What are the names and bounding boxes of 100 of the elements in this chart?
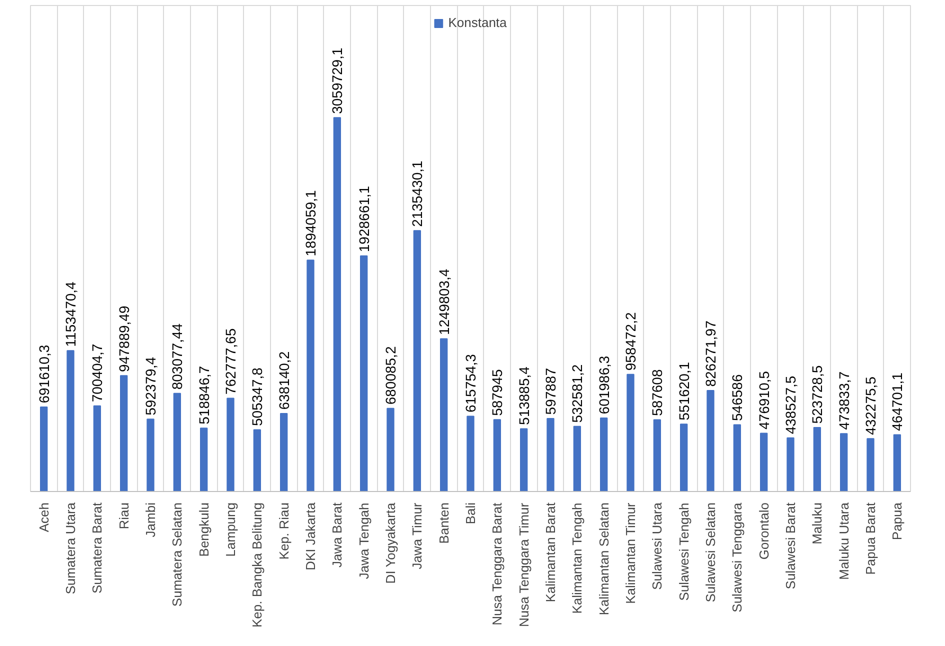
bar [680, 424, 688, 492]
data-label: 638140,2 [276, 351, 292, 410]
bar [440, 338, 448, 492]
data-label: 1153470,4 [62, 281, 78, 347]
x-tick-label: Maluku [810, 502, 825, 544]
bar [493, 419, 501, 492]
x-tick-label: Kalimantan Selatan [596, 502, 612, 616]
data-label: 615754,3 [462, 354, 478, 413]
data-label: 691610,3 [36, 344, 52, 404]
data-label: 3059729,1 [329, 48, 346, 114]
x-tick-label: Bengkulu [196, 502, 212, 557]
bar [466, 416, 474, 492]
bar [306, 260, 314, 492]
data-label: 546586 [729, 374, 746, 421]
x-tick-label: Papua Barat [863, 502, 878, 575]
data-label: 518846,7 [196, 366, 212, 424]
data-label: 1894059,1 [302, 190, 318, 256]
data-label: 476910,5 [756, 370, 772, 430]
bar [226, 398, 234, 492]
data-label: 1249803,4 [436, 268, 452, 336]
data-label: 597887 [542, 368, 558, 415]
data-label: 826271,97 [702, 320, 718, 387]
data-label: 513885,4 [516, 366, 532, 425]
data-label: 680085,2 [382, 346, 398, 405]
x-tick-label: Sulawesi Tenggara [730, 502, 745, 612]
x-tick-label: Sumatera Selatan [170, 502, 185, 607]
data-label: 532581,2 [569, 364, 586, 423]
bar [520, 428, 528, 492]
x-tick-label: Sumatera Barat [90, 502, 105, 594]
bar [200, 428, 208, 492]
x-tick-label: Sumatera Utara [63, 502, 78, 594]
bar [866, 438, 874, 492]
bar [573, 426, 581, 492]
bar [93, 405, 101, 492]
x-tick-label: Maluku Utara [836, 502, 852, 580]
x-tick-label: Lampung [223, 502, 238, 557]
x-tick-label: Bali [463, 502, 478, 524]
x-tick-label: DKI Jakarta [303, 502, 318, 570]
bar [840, 433, 848, 492]
bar [600, 417, 608, 492]
x-tick-label: Jambi [143, 502, 158, 538]
bar [653, 419, 661, 492]
data-label: 432275,5 [862, 376, 878, 435]
bar [146, 418, 154, 492]
data-label: 592379,4 [142, 356, 158, 416]
legend-label: Konstanta [448, 15, 507, 30]
x-tick-label: Kep. Bangka Belitung [250, 502, 265, 628]
bar [813, 427, 821, 492]
bar [333, 117, 341, 492]
x-tick-label: Kalimantan Barat [543, 502, 558, 602]
data-label: 700404,7 [89, 344, 106, 402]
x-tick-label: Nusa Tenggara Timur [516, 502, 532, 628]
x-tick-label: DI Yogyakarta [383, 502, 398, 584]
x-tick-label: Jawa Timur [410, 502, 425, 570]
bar [546, 418, 554, 492]
data-label: 947889,49 [116, 306, 132, 372]
x-tick-label: Kep. Riau [276, 502, 292, 560]
x-tick-label: Nusa Tenggara Barat [490, 502, 505, 626]
x-tick-label: Banten [436, 502, 452, 544]
bar [706, 390, 714, 492]
data-label: 551620,1 [676, 362, 692, 420]
bar [40, 406, 48, 492]
data-label: 464701,1 [889, 372, 906, 431]
bar [413, 230, 421, 492]
x-tick-label: Sulawesi Tengah [676, 502, 692, 601]
x-tick-label: Sulawesi Utara [650, 502, 665, 590]
x-tick-label: Kalimantan Tengah [570, 502, 585, 614]
x-tick-label: Jawa Tengah [356, 502, 372, 580]
x-tick-label: Papua [890, 502, 905, 540]
data-label: 762777,65 [222, 328, 238, 395]
data-label: 1928661,1 [356, 186, 372, 252]
bar [760, 432, 768, 492]
x-tick-label: Sulawesi Selatan [703, 502, 718, 602]
bar [253, 429, 261, 492]
data-label: 438527,5 [782, 376, 798, 434]
x-tick-label: Gorontalo [756, 502, 772, 560]
bar [733, 424, 741, 492]
data-label: 473833,7 [836, 371, 852, 430]
bar [626, 374, 634, 492]
data-label: 601986,3 [596, 356, 612, 414]
x-tick-label: Kalimantan Timur [623, 502, 638, 604]
data-label: 958472,2 [622, 312, 638, 371]
bar [66, 350, 74, 492]
data-label: 587945 [489, 368, 506, 416]
bar [360, 255, 368, 492]
x-tick-label: Sulawesi Barat [783, 502, 798, 590]
data-label: 505347,8 [249, 367, 266, 426]
bar [786, 437, 794, 492]
bar [893, 434, 901, 492]
data-label: 2135430,1 [409, 160, 426, 227]
bar [386, 408, 394, 492]
bar [120, 375, 128, 492]
x-tick-label: Jawa Barat [330, 502, 345, 568]
bar [173, 392, 181, 492]
data-label: 803077,44 [169, 323, 186, 390]
x-tick-label: Riau [116, 502, 132, 530]
data-label: 523728,5 [809, 365, 826, 424]
bar [280, 413, 288, 492]
x-tick-label: Aceh [36, 502, 52, 532]
data-label: 587608 [649, 369, 666, 416]
